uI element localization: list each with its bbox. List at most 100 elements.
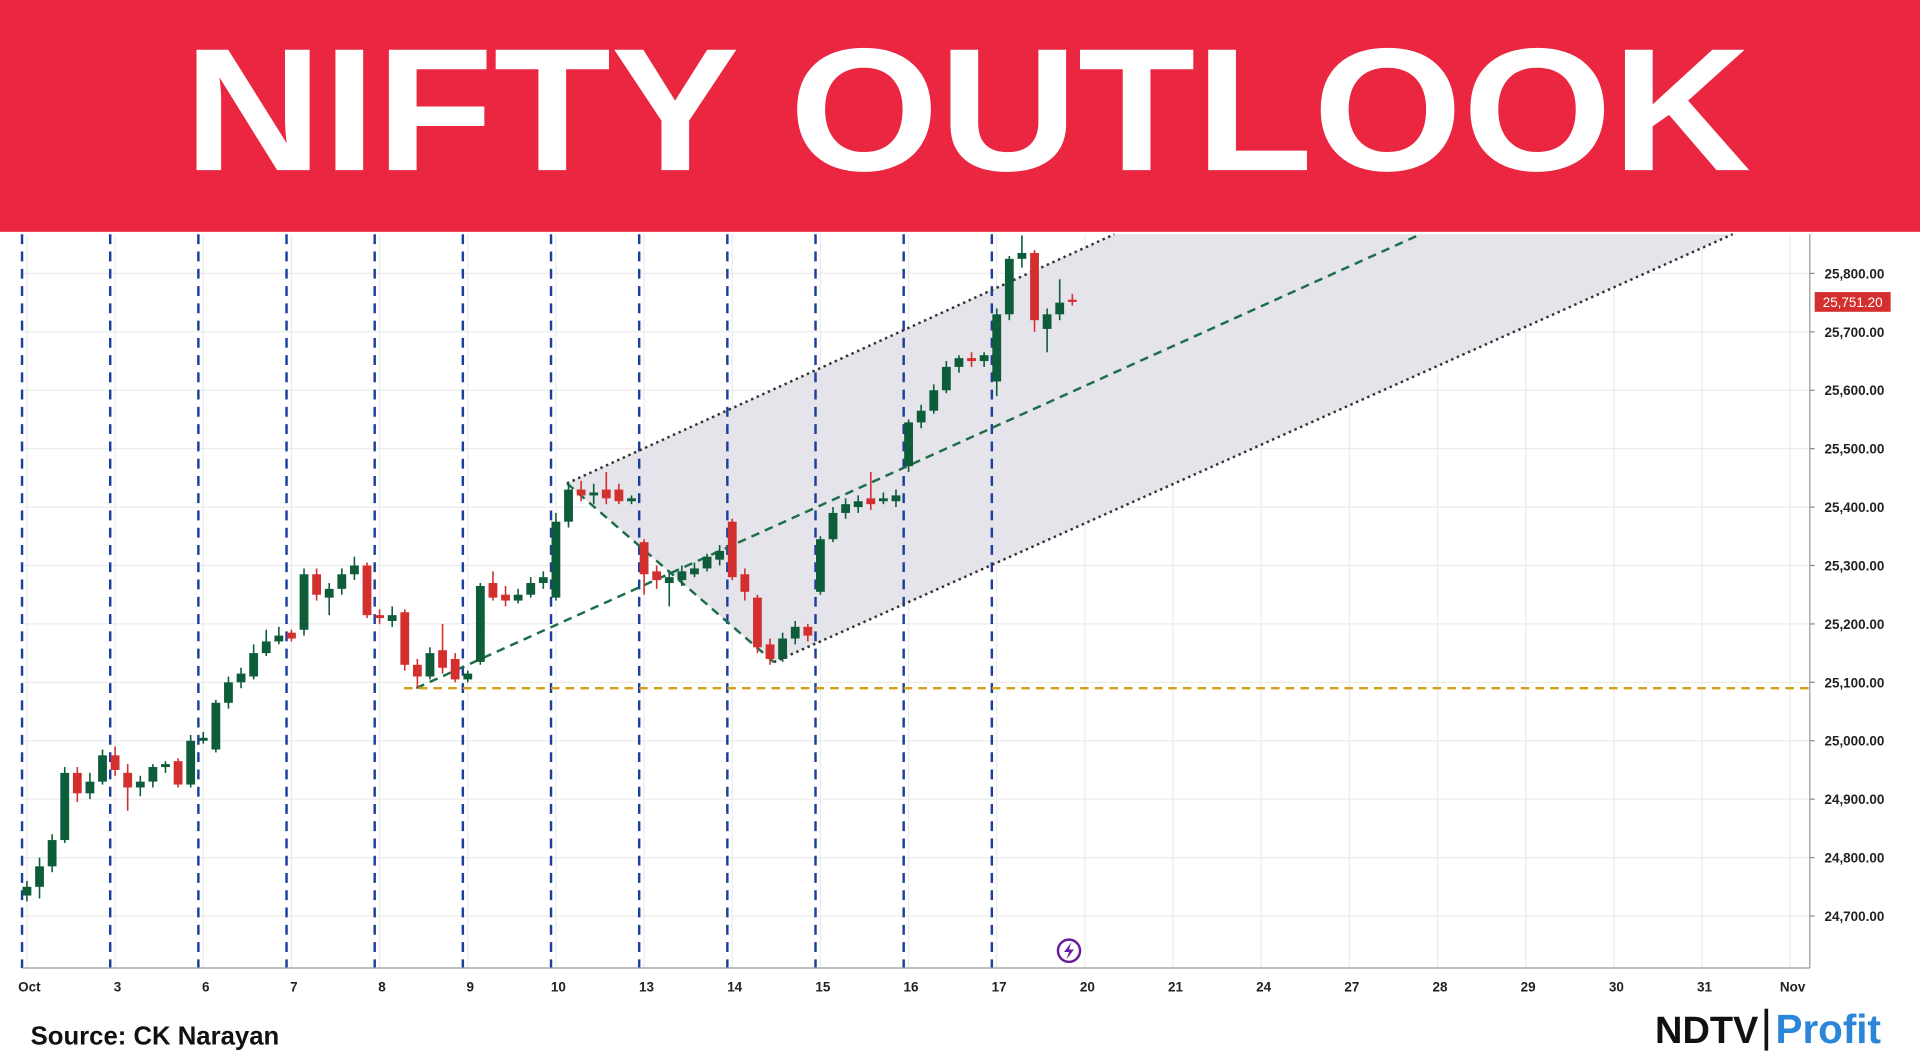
candle-body: [538, 577, 548, 584]
candle-body: [765, 644, 775, 659]
channel-upper: [566, 233, 1115, 485]
x-tick-label: 9: [466, 979, 473, 994]
y-tick-label: 24,700.00: [1824, 909, 1884, 924]
candle-body: [564, 489, 573, 522]
header-band: [0, 0, 1920, 232]
candle-body: [992, 314, 1002, 382]
candle-body: [425, 653, 435, 677]
logo-product: Profit: [1776, 1006, 1882, 1052]
last-price-box: [1814, 292, 1891, 312]
x-tick-label: 14: [727, 979, 742, 994]
candle-body: [85, 781, 95, 794]
candle-body: [929, 390, 939, 411]
candle-body: [664, 577, 674, 584]
channel-middle: [415, 233, 1421, 690]
candle-body: [816, 539, 825, 592]
candle-body: [198, 737, 208, 741]
candle-body: [463, 673, 473, 680]
candle-body: [161, 764, 170, 768]
candle-body: [450, 658, 460, 680]
candle-body: [979, 355, 989, 362]
candle-body: [249, 653, 259, 677]
candle-body: [148, 767, 158, 782]
candle-body: [1042, 314, 1052, 329]
y-tick-label: 25,600.00: [1824, 383, 1884, 398]
candle-body: [362, 565, 372, 616]
y-tick-label: 25,400.00: [1824, 500, 1884, 515]
x-tick-label: 30: [1609, 979, 1624, 994]
candle-body: [60, 772, 70, 841]
candle-body: [72, 772, 82, 794]
y-tick-label: 24,900.00: [1824, 792, 1884, 807]
candle-body: [224, 682, 233, 703]
x-tick-label: 28: [1433, 979, 1448, 994]
candle-body: [526, 583, 536, 595]
candle-body: [513, 594, 523, 601]
candle-body: [753, 597, 762, 648]
candle-body: [1030, 252, 1039, 321]
candle-body: [589, 492, 599, 496]
candle-body: [941, 366, 951, 391]
y-tick-label: 25,800.00: [1824, 266, 1884, 281]
axes: 24,700.00 24,800.00 24,900.00 25,000.00 25,1…: [18, 234, 1891, 994]
candle-body: [337, 574, 347, 589]
x-tick-label: 21: [1168, 979, 1183, 994]
y-tick-label: 25,300.00: [1824, 558, 1884, 573]
channel-fill: [566, 234, 1733, 663]
candle-body: [349, 565, 359, 575]
candle-body: [236, 673, 246, 683]
candle-body: [22, 886, 32, 896]
x-tick-label: 17: [992, 979, 1007, 994]
candle-body: [916, 410, 926, 423]
candle-body: [110, 755, 120, 770]
candle-body: [677, 571, 687, 581]
candle-body: [1067, 299, 1077, 302]
x-tick-label: 29: [1521, 979, 1536, 994]
candle-body: [375, 615, 384, 619]
candle-body: [878, 498, 888, 502]
candle-body: [400, 612, 410, 665]
candle-body: [866, 498, 876, 505]
event-icon: [1056, 938, 1082, 964]
candle-body: [627, 498, 636, 502]
candles: [22, 235, 1077, 902]
candle-body: [967, 358, 976, 362]
x-tick-label: 6: [202, 979, 210, 994]
candle-body: [551, 521, 561, 598]
x-tick-label: Oct: [18, 979, 41, 994]
pullback-line: [566, 482, 775, 664]
candle-body: [299, 574, 309, 630]
candle-body: [954, 358, 964, 367]
y-tick-label: 25,000.00: [1824, 734, 1884, 749]
candle-body: [35, 866, 44, 887]
candle-body: [715, 550, 725, 560]
candle-body: [828, 512, 838, 540]
candle-body: [740, 574, 750, 592]
y-tick-label: 25,100.00: [1824, 675, 1884, 690]
candle-body: [98, 755, 107, 782]
session-lines: [20, 234, 994, 968]
candle-body: [841, 504, 851, 513]
candle-body: [1017, 252, 1027, 259]
x-tick-label: 31: [1697, 979, 1712, 994]
candle-body: [904, 422, 913, 467]
candle-body: [312, 574, 322, 595]
candle-body: [438, 650, 447, 668]
candle-body: [790, 626, 800, 639]
candle-body: [387, 615, 397, 621]
candle-body: [173, 761, 183, 785]
candle-body: [639, 542, 649, 575]
y-tick-label: 25,500.00: [1824, 442, 1884, 457]
candle-body: [501, 594, 510, 601]
x-tick-label: 15: [815, 979, 830, 994]
candle-body: [274, 635, 284, 642]
x-tick-label: 8: [378, 979, 386, 994]
candle-body: [211, 702, 221, 750]
x-tick-label: 7: [290, 979, 297, 994]
chart-title: NIFTY OUTLOOK: [184, 12, 1751, 208]
x-tick-label: Nov: [1780, 979, 1806, 994]
event-icon-bolt: [1064, 942, 1074, 960]
candle-body: [702, 556, 712, 569]
